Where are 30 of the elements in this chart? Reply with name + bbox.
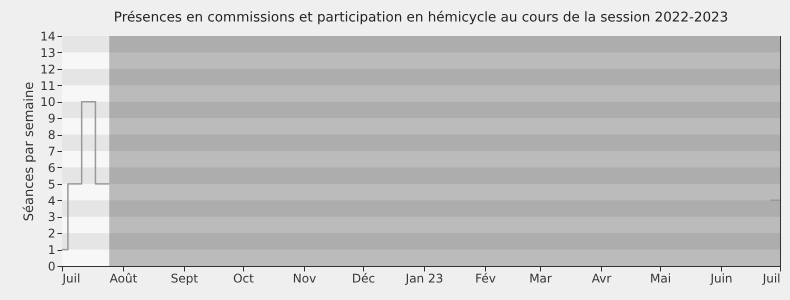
- x-tick-label: Fév: [475, 272, 496, 286]
- x-tick-label: Mai: [650, 272, 672, 286]
- x-tick-label: Mar: [529, 272, 552, 286]
- y-tick-label: 13: [40, 46, 56, 60]
- y-tick-label: 7: [48, 144, 56, 158]
- y-tick-label: 9: [48, 112, 56, 126]
- x-tick-label: Sept: [170, 272, 198, 286]
- x-tick-label: Avr: [592, 272, 612, 286]
- y-tick-label: 4: [48, 194, 56, 208]
- x-tick-label: Août: [110, 272, 138, 286]
- y-tick-label: 11: [40, 78, 56, 93]
- y-tick-label: 8: [48, 128, 56, 142]
- x-tick-label: Jan 23: [404, 272, 444, 286]
- x-tick-label: Juin: [709, 272, 733, 286]
- y-tick-label: 6: [48, 160, 56, 175]
- y-axis-title: Séances par semaine: [22, 82, 38, 222]
- y-tick-label: 5: [48, 177, 56, 192]
- chart-title: Présences en commissions et participation en hémicycle au cours de la session 2022-2023: [114, 10, 728, 26]
- y-tick-label: 10: [40, 95, 56, 110]
- y-tick-label: 14: [40, 30, 56, 44]
- y-tick-label: 3: [48, 210, 56, 224]
- x-tick-label: Juil: [762, 272, 780, 286]
- x-tick-label: Oct: [233, 272, 254, 286]
- y-tick-label: 1: [48, 243, 56, 258]
- y-tick-label: 2: [48, 226, 56, 241]
- x-tick-label: Nov: [292, 272, 316, 286]
- y-tick-label: 12: [40, 62, 56, 76]
- x-tick-label: Juil: [62, 272, 80, 286]
- x-tick-label: Déc: [352, 272, 376, 286]
- y-tick-label: 0: [48, 260, 56, 274]
